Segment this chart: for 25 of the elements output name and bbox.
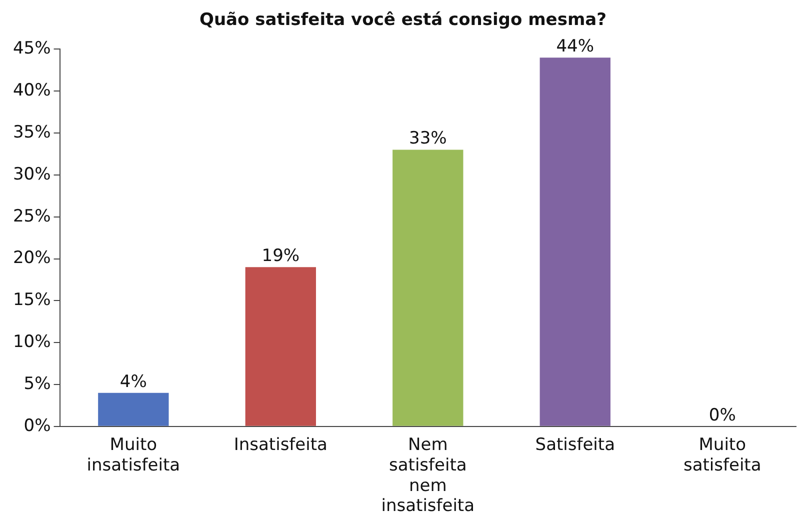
y-tick-label: 40% [12, 80, 51, 101]
x-tick-label: Insatisfeita [234, 435, 328, 456]
x-tick-label: Satisfeita [535, 435, 615, 456]
bar [245, 267, 316, 426]
bar [540, 58, 610, 426]
x-tick-label: Muito insatisfeita [86, 435, 180, 476]
y-tick-label: 25% [12, 206, 51, 226]
y-tick-label: 10% [12, 332, 51, 352]
y-tick-label: 35% [12, 122, 51, 142]
data-label: 0% [708, 405, 736, 426]
y-tick-label: 0% [24, 416, 51, 436]
data-label: 4% [120, 372, 147, 392]
y-tick-label: 45% [12, 38, 51, 59]
data-label: 33% [408, 128, 447, 149]
x-tick-label: Nem satisfeita nem insatisfeita [381, 435, 475, 516]
data-label: 19% [262, 246, 300, 266]
bar [98, 392, 169, 426]
data-label: 44% [556, 36, 594, 57]
x-tick-label: Muito satisfeita [683, 435, 762, 476]
chart-title: Quão satisfeita você está consigo mesma? [198, 10, 608, 32]
bar [392, 150, 464, 426]
y-tick-label: 15% [12, 290, 51, 310]
y-tick-label: 20% [12, 248, 51, 268]
y-tick-label: 5% [24, 374, 51, 394]
y-tick-label: 30% [12, 164, 51, 184]
